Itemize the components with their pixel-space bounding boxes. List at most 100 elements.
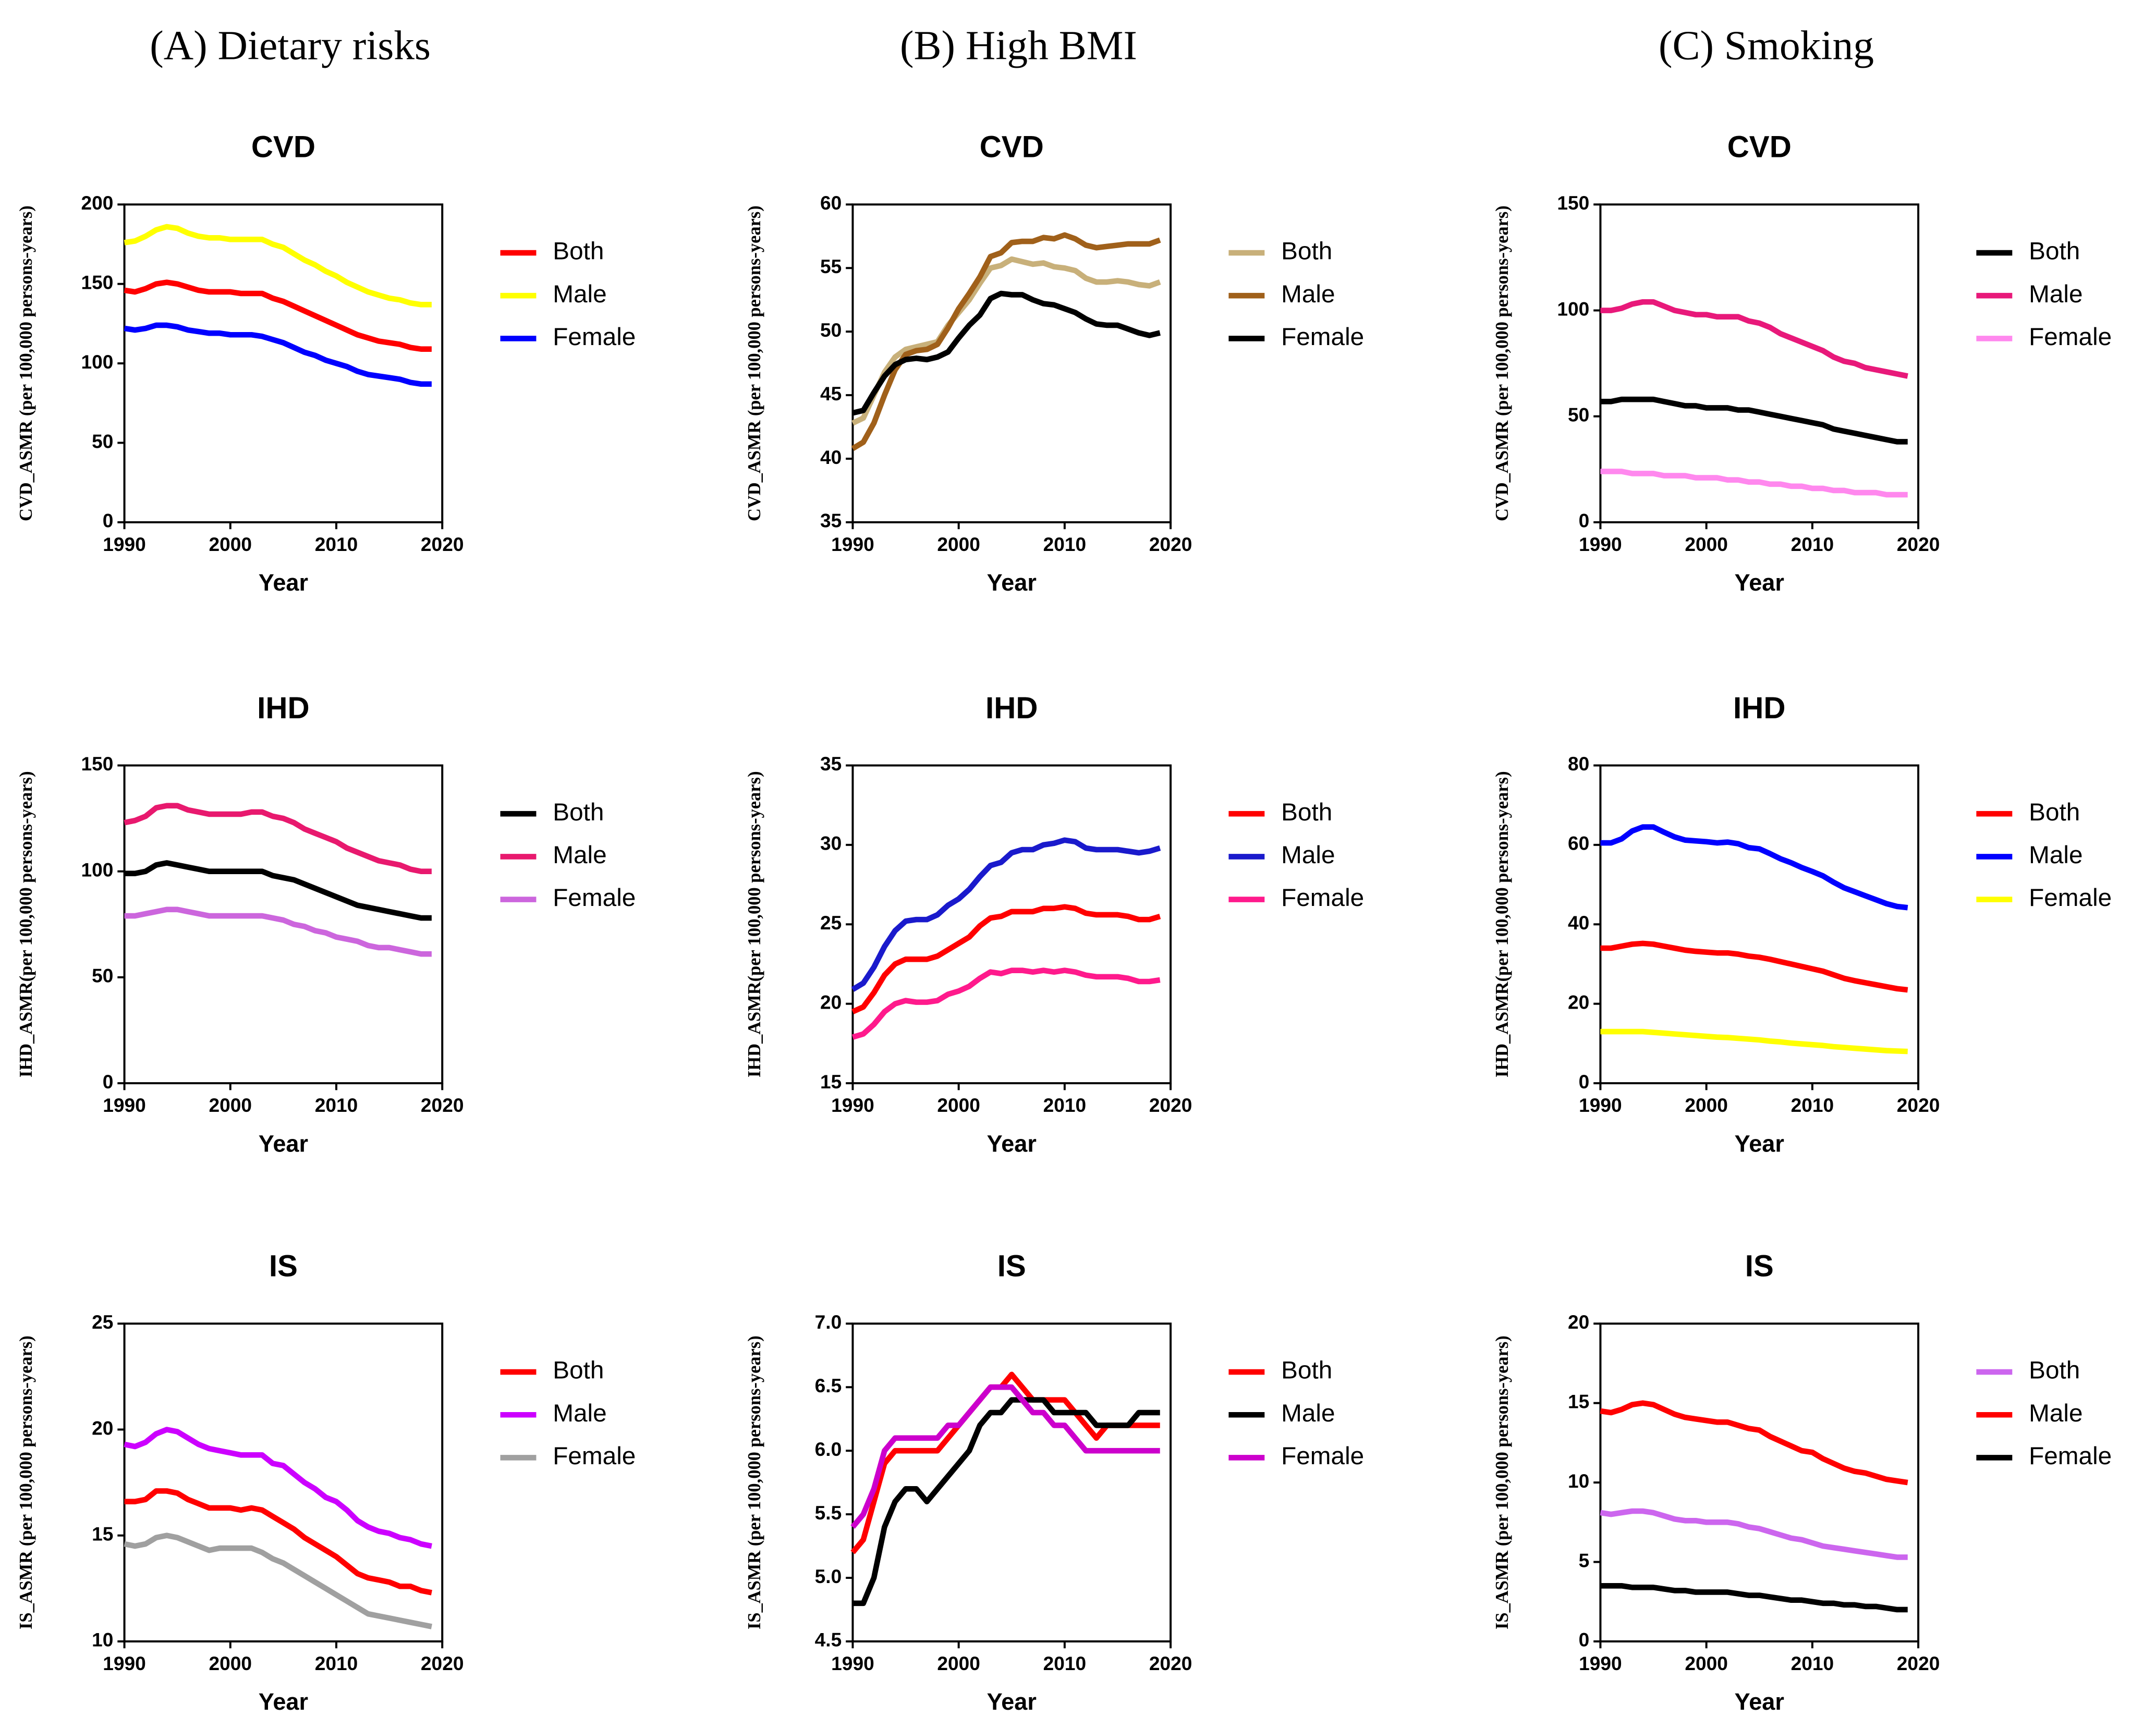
x-tick-label: 1990 — [831, 533, 874, 555]
plot-frame — [123, 764, 444, 1085]
x-tick-label: 1990 — [103, 533, 146, 555]
y-axis-label: IHD_ASMR(per 100,000 persons-years) — [16, 771, 36, 1077]
legend-label: Male — [553, 841, 606, 869]
y-axis-label: IS_ASMR (per 100,000 persons-years) — [745, 1335, 764, 1629]
legend-label: Male — [553, 280, 606, 308]
y-tick-label: 35 — [820, 753, 842, 775]
series-line — [851, 837, 1161, 992]
series-line — [124, 1532, 432, 1629]
y-tick-label: 10 — [1568, 1470, 1589, 1492]
legend-label: Female — [1281, 884, 1364, 912]
x-tick-label: 1990 — [831, 1652, 874, 1674]
y-tick-label: 7.0 — [815, 1311, 842, 1333]
legend-label: Both — [2029, 1357, 2080, 1384]
x-tick-label: 2000 — [937, 533, 980, 555]
x-tick-label: 2020 — [1897, 533, 1940, 555]
y-tick-label: 6.5 — [815, 1375, 842, 1396]
y-tick-label: 20 — [820, 991, 842, 1013]
legend-label: Male — [2029, 841, 2082, 869]
y-axis-label: CVD_ASMR (per 100,000 persons-years) — [16, 205, 36, 521]
x-axis-label: Year — [1735, 1688, 1784, 1715]
x-tick-label: 2020 — [1149, 533, 1192, 555]
x-tick-label: 1990 — [1579, 1652, 1622, 1674]
legend-label: Female — [2029, 1442, 2112, 1470]
plot-frame — [851, 203, 1172, 523]
series-line — [851, 232, 1161, 451]
series-line — [124, 1488, 432, 1596]
series-line — [1600, 1583, 1908, 1613]
series-line — [124, 279, 432, 352]
series-line — [1600, 1508, 1908, 1560]
legend-label: Male — [1281, 1400, 1335, 1427]
x-tick-label: 2000 — [937, 1652, 980, 1674]
chart-title: IHD — [985, 691, 1038, 725]
y-tick-label: 80 — [1568, 753, 1589, 775]
legend-label: Both — [1281, 238, 1332, 265]
y-tick-label: 150 — [81, 753, 113, 775]
chart-title: IS — [269, 1249, 298, 1283]
x-tick-label: 2000 — [209, 533, 252, 555]
chart-title: IHD — [1733, 691, 1785, 725]
y-tick-label: 40 — [1568, 912, 1589, 934]
x-axis-label: Year — [987, 569, 1037, 596]
x-tick-label: 2000 — [1685, 533, 1728, 555]
plot-frame — [851, 1322, 1172, 1642]
y-tick-label: 0 — [103, 510, 114, 532]
legend-label: Both — [553, 799, 604, 826]
series-line — [851, 904, 1161, 1014]
series-line — [124, 803, 432, 874]
legend-label: Both — [2029, 238, 2080, 265]
legend-label: Both — [553, 1357, 604, 1384]
legend-label: Both — [1281, 1357, 1332, 1384]
y-tick-label: 60 — [820, 192, 842, 214]
series-line — [124, 224, 432, 308]
y-tick-label: 50 — [820, 319, 842, 341]
chart-title: CVD — [251, 130, 315, 164]
legend-label: Male — [1281, 280, 1335, 308]
legend-label: Female — [2029, 884, 2112, 912]
y-tick-label: 40 — [820, 446, 842, 468]
x-tick-label: 2010 — [1791, 1652, 1834, 1674]
chart-title: CVD — [980, 130, 1044, 164]
legend-label: Female — [553, 1442, 636, 1470]
y-tick-label: 20 — [1568, 1311, 1589, 1333]
x-tick-label: 2010 — [315, 533, 358, 555]
y-tick-label: 30 — [820, 832, 842, 854]
y-tick-label: 6.0 — [815, 1438, 842, 1460]
legend-label: Female — [1281, 1442, 1364, 1470]
y-tick-label: 15 — [92, 1523, 113, 1545]
legend-label: Both — [553, 238, 604, 265]
x-tick-label: 1990 — [1579, 533, 1622, 555]
chart-title: IS — [997, 1249, 1026, 1283]
series-line — [1600, 396, 1908, 445]
x-axis-label: Year — [987, 1130, 1037, 1157]
x-axis-label: Year — [1735, 1130, 1784, 1157]
y-axis-label: IHD_ASMR(per 100,000 persons-years) — [1492, 771, 1512, 1077]
x-tick-label: 1990 — [103, 1094, 146, 1116]
y-tick-label: 20 — [92, 1417, 113, 1439]
chart-title: IHD — [257, 691, 309, 725]
y-tick-label: 35 — [820, 510, 842, 532]
legend-label: Male — [553, 1400, 606, 1427]
x-tick-label: 2000 — [1685, 1094, 1728, 1116]
chart-title: CVD — [1727, 130, 1792, 164]
y-tick-label: 10 — [92, 1629, 113, 1651]
x-tick-label: 2010 — [1791, 1094, 1834, 1116]
y-tick-label: 45 — [820, 383, 842, 404]
column-title: (B) High BMI — [900, 23, 1137, 69]
legend-label: Female — [553, 884, 636, 912]
x-tick-label: 2020 — [1897, 1652, 1940, 1674]
x-axis-label: Year — [259, 569, 308, 596]
y-tick-label: 0 — [1579, 1071, 1590, 1093]
y-tick-label: 150 — [1557, 192, 1589, 214]
series-line — [851, 256, 1161, 426]
x-axis-label: Year — [1735, 569, 1784, 596]
x-tick-label: 2010 — [1791, 533, 1834, 555]
x-tick-label: 2000 — [1685, 1652, 1728, 1674]
y-tick-label: 20 — [1568, 991, 1589, 1013]
y-tick-label: 5 — [1579, 1549, 1590, 1571]
series-line — [1600, 469, 1908, 498]
y-axis-label: IS_ASMR (per 100,000 persons-years) — [16, 1335, 36, 1629]
x-tick-label: 2020 — [421, 533, 464, 555]
